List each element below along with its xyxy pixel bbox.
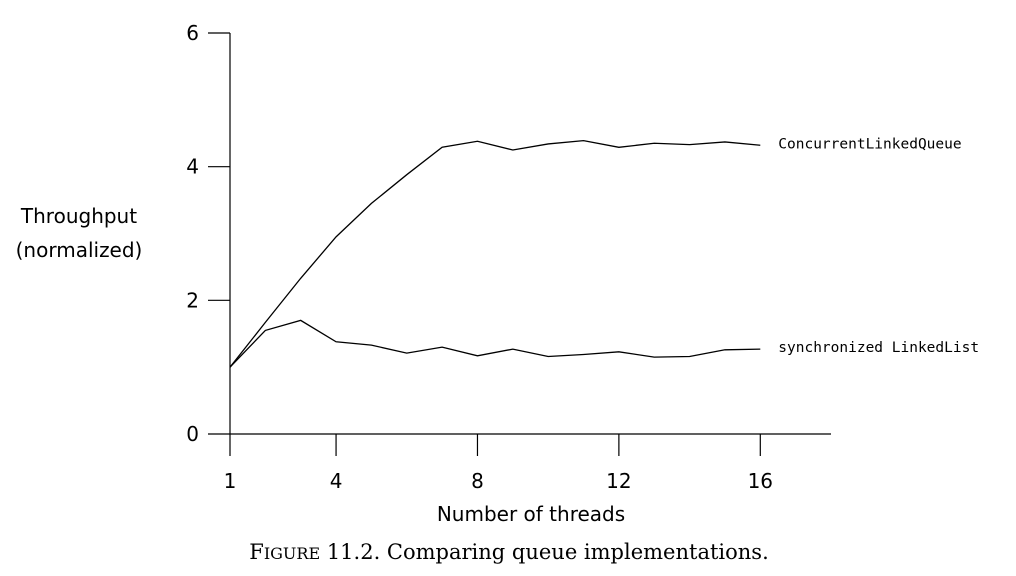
- series-line-concurrent-linked-queue: [229, 139, 761, 368]
- x-tick-label: 12: [606, 469, 631, 493]
- y-axis-title-line-1: Throughput: [20, 204, 137, 228]
- y-tick-label: 6: [186, 21, 199, 45]
- y-tick-label: 4: [186, 155, 199, 179]
- x-tick-label: 1: [224, 469, 237, 493]
- series-label: synchronized LinkedList: [778, 340, 979, 356]
- series-label: ConcurrentLinkedQueue: [778, 136, 961, 152]
- x-tick-label: 16: [748, 469, 773, 493]
- x-axis-title: Number of threads: [437, 502, 625, 526]
- x-ticks: 1 4 8 12 16: [224, 434, 773, 493]
- axes: [229, 33, 831, 435]
- x-tick-label: 4: [330, 469, 343, 493]
- figure-caption: FIGURE 11.2. Comparing queue implementat…: [249, 540, 769, 564]
- y-axis-title-line-2: (normalized): [16, 238, 143, 262]
- x-tick-label: 8: [471, 469, 484, 493]
- y-ticks: 0 2 4 6: [186, 21, 230, 446]
- series-line-synchronized-linked-list: [229, 319, 761, 368]
- y-tick-label: 0: [186, 422, 199, 446]
- series-layer: ConcurrentLinkedQueue synchronized Linked…: [229, 136, 979, 368]
- y-tick-label: 2: [186, 288, 199, 312]
